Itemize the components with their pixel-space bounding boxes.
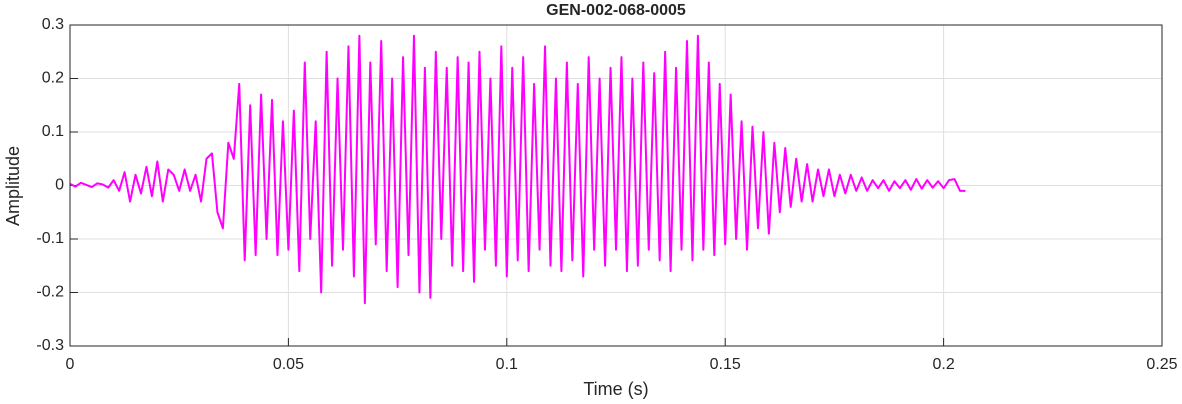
waveform-line	[69, 34, 966, 305]
x-tick-label: 0.25	[1146, 356, 1177, 373]
y-tick-label: 0.3	[42, 16, 64, 33]
chart-title: GEN-002-068-0005	[546, 2, 686, 19]
y-tick-label: 0	[55, 177, 64, 194]
y-tick-label: -0.2	[36, 284, 64, 301]
y-tick-label: 0.2	[42, 70, 64, 87]
y-tick-label: -0.1	[36, 230, 64, 247]
y-tick-label: 0.1	[42, 123, 64, 140]
y-tick-label: -0.3	[36, 337, 64, 354]
x-tick-label: 0	[66, 356, 75, 373]
plot-box	[69, 24, 1163, 347]
x-tick-label: 0.2	[932, 356, 954, 373]
x-tick-label: 0.15	[710, 356, 741, 373]
y-axis-label: Amplitude	[3, 146, 23, 226]
x-tick-label: 0.1	[496, 356, 518, 373]
x-tick-label: 0.05	[273, 356, 304, 373]
x-axis-label: Time (s)	[583, 379, 648, 399]
